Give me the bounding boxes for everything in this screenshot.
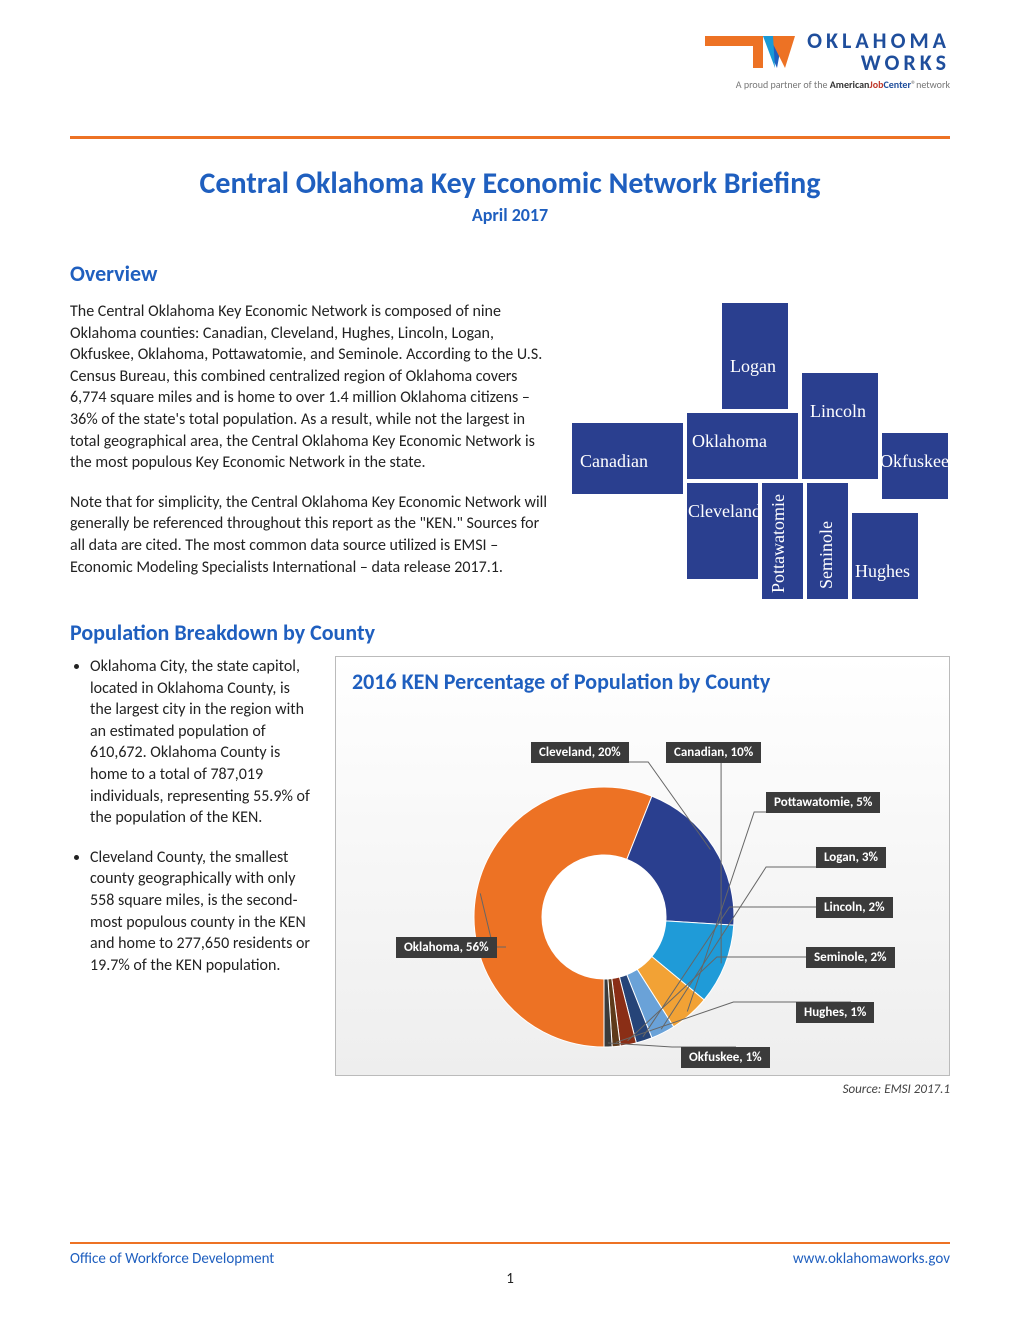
county-label-logan: Logan <box>730 356 776 377</box>
page-footer: Office of Workforce Development www.okla… <box>70 1242 950 1288</box>
overview-row: The Central Oklahoma Key Economic Networ… <box>70 301 950 601</box>
footer-right: www.oklahomaworks.gov <box>793 1250 950 1268</box>
logo-text: OKLAHOMA WORKS <box>807 30 950 74</box>
page-number: 1 <box>70 1270 950 1288</box>
county-map: Logan Oklahoma Lincoln Canadian Okfuskee Clev… <box>570 301 950 601</box>
donut-label: Canadian, 10% <box>666 742 761 763</box>
overview-text: The Central Oklahoma Key Economic Networ… <box>70 301 550 601</box>
logo-line2: WORKS <box>807 52 950 74</box>
bullet-2: Cleveland County, the smallest county ge… <box>90 847 315 977</box>
county-label-seminole: Seminole <box>816 521 837 589</box>
oklahoma-works-logo-icon <box>705 30 795 74</box>
logo-tagline: A proud partner of the AmericanJobCenter… <box>705 78 950 91</box>
county-label-cleveland: Cleveland <box>688 501 761 522</box>
county-label-pottawatomie: Pottawatomie <box>768 494 789 593</box>
logo-block: OKLAHOMA WORKS A proud partner of the Am… <box>705 30 950 91</box>
document-page: OKLAHOMA WORKS A proud partner of the Am… <box>0 0 1020 1320</box>
population-heading: Population Breakdown by County <box>70 619 950 646</box>
population-bullets: Oklahoma City, the state capitol, locate… <box>70 656 315 1076</box>
overview-p1: The Central Oklahoma Key Economic Networ… <box>70 301 550 474</box>
county-label-hughes: Hughes <box>855 561 910 582</box>
donut-label: Okfuskee, 1% <box>681 1047 770 1068</box>
donut-label: Hughes, 1% <box>796 1002 874 1023</box>
footer-rule <box>70 1242 950 1244</box>
donut-label: Pottawatomie, 5% <box>766 792 880 813</box>
county-label-okfuskee: Okfuskee <box>880 451 949 472</box>
county-hughes <box>850 511 920 601</box>
chart-source: Source: EMSI 2017.1 <box>70 1082 950 1097</box>
county-label-oklahoma: Oklahoma <box>692 431 767 452</box>
county-label-lincoln: Lincoln <box>810 401 866 422</box>
county-cleveland <box>685 481 760 581</box>
bullet-1: Oklahoma City, the state capitol, locate… <box>90 656 315 829</box>
donut-chart-panel: 2016 KEN Percentage of Population by Cou… <box>335 656 950 1076</box>
document-title: Central Oklahoma Key Economic Network Br… <box>70 165 950 202</box>
footer-left: Office of Workforce Development <box>70 1250 274 1268</box>
donut-label: Logan, 3% <box>816 847 886 868</box>
donut-label: Seminole, 2% <box>806 947 895 968</box>
donut-chart: Oklahoma, 56% Cleveland, 20% Canadian, 10%… <box>336 727 949 1070</box>
overview-heading: Overview <box>70 260 950 287</box>
donut-label: Lincoln, 2% <box>816 897 893 918</box>
county-lincoln <box>800 371 880 481</box>
header-rule <box>70 136 950 139</box>
overview-p2: Note that for simplicity, the Central Ok… <box>70 492 550 578</box>
county-label-canadian: Canadian <box>580 451 648 472</box>
donut-label: Cleveland, 20% <box>531 742 629 763</box>
population-row: Oklahoma City, the state capitol, locate… <box>70 656 950 1076</box>
page-header: OKLAHOMA WORKS A proud partner of the Am… <box>70 30 950 130</box>
chart-title: 2016 KEN Percentage of Population by Cou… <box>352 669 933 695</box>
donut-label: Oklahoma, 56% <box>396 937 497 958</box>
document-subtitle: April 2017 <box>70 204 950 226</box>
